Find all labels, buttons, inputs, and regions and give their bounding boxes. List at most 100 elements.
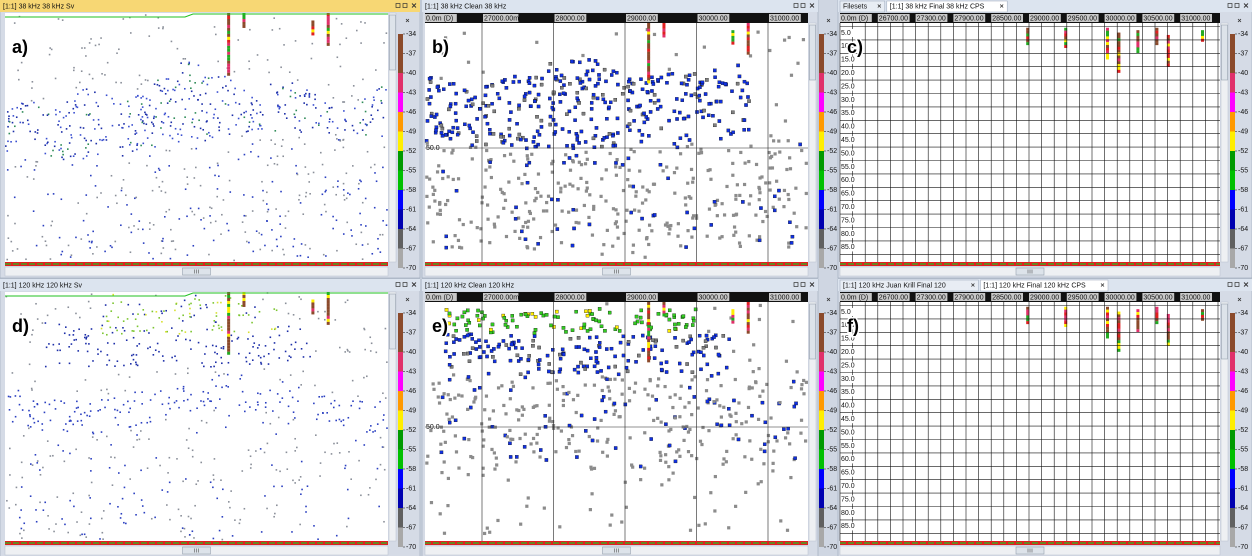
tab-close[interactable] [1100,283,1105,287]
echo-sample [656,78,660,82]
tab-close[interactable] [877,4,882,8]
v-scroll-thumb[interactable] [1221,24,1228,81]
window-restore[interactable] [800,282,806,287]
scale-close[interactable] [1237,18,1242,23]
echo-sample [309,355,311,358]
echo-sample [713,306,717,310]
v-scrollbar[interactable] [388,291,397,542]
v-scroll-thumb[interactable] [389,293,396,350]
depth-label: 75.0 [841,496,855,503]
echo-sample [688,427,692,432]
echo-sample [43,411,46,414]
echo-sample [157,79,159,82]
window-restore[interactable] [1234,282,1240,287]
window-close[interactable] [411,3,417,8]
scale-close[interactable] [826,18,831,23]
v-scroll-thumb[interactable] [809,24,816,81]
echo-sample [450,415,455,419]
echo-sample [439,76,443,80]
echo-sample [591,95,596,100]
echo-sample [352,129,355,132]
echo-sample [251,359,254,361]
window-close[interactable] [1243,3,1249,8]
echo-sample [331,120,334,123]
echo-sample [728,413,732,417]
window-restore[interactable] [1234,3,1240,8]
v-scrollbar[interactable] [388,12,397,263]
echo-sample [190,90,193,93]
echo-sample [150,121,153,124]
tab-close[interactable] [999,4,1004,8]
echo-sample [804,191,808,196]
echo-sample [96,439,98,441]
echo-sample [170,240,173,243]
echo-sample [749,144,753,148]
echo-sample [62,153,64,156]
target-streak [1155,315,1159,319]
v-scrollbar[interactable] [808,301,817,542]
echo-sample [361,244,364,246]
scale-close[interactable] [1237,297,1242,302]
window-restore[interactable] [402,282,408,287]
tab[interactable] [980,279,1109,292]
target-streak [1136,320,1140,324]
echo-sample [360,21,362,23]
window-max[interactable] [793,282,799,287]
v-scrollbar[interactable] [1220,301,1229,542]
window-close[interactable] [1243,282,1249,287]
echo-sample [243,194,245,196]
echo-sample [686,229,690,233]
target-streak [1155,30,1159,34]
echo-sample [439,131,444,135]
echo-sample [160,310,163,312]
scale-close[interactable] [405,297,410,302]
target-streak [1106,312,1109,316]
target-streak [1064,309,1068,313]
scale-close[interactable] [405,18,410,23]
tab[interactable] [839,279,979,292]
tab[interactable] [886,0,1008,13]
echo-sample [638,103,642,108]
echo-sample [209,221,212,224]
window-close[interactable] [411,282,417,287]
window-restore[interactable] [800,3,806,8]
echo-sample [589,107,594,111]
depth-label-box [840,230,858,238]
window-max[interactable] [793,3,799,8]
echo-sample [382,419,385,421]
target-streak [1064,306,1068,310]
window-close[interactable] [809,282,815,287]
echo-sample [577,141,581,145]
window-restore[interactable] [402,3,408,8]
window-max[interactable] [1227,282,1233,287]
echo-sample [503,323,508,327]
echo-sample [90,241,93,244]
tab-close[interactable] [971,283,975,287]
window-close[interactable] [809,3,815,8]
v-scroll-thumb[interactable] [809,303,816,360]
echo-sample [101,139,103,142]
v-scroll-thumb[interactable] [389,14,396,71]
echo-sample [474,145,478,149]
v-scrollbar[interactable] [1220,22,1229,263]
echo-sample [646,393,650,397]
scale-close[interactable] [826,297,831,302]
tab[interactable] [839,0,886,13]
v-scroll-thumb[interactable] [1221,303,1228,360]
echo-sample [750,457,754,461]
window-max[interactable] [395,3,401,8]
window-max[interactable] [1227,3,1233,8]
echo-sample [695,110,699,114]
echo-sample [440,395,445,400]
echo-sample [98,43,100,46]
window-max[interactable] [395,282,401,287]
echo-sample [652,93,657,97]
echo-sample [330,453,333,455]
echo-sample [76,521,78,523]
echo-sample [706,113,711,118]
echo-sample [104,304,107,306]
v-scrollbar[interactable] [808,22,817,263]
echo-sample [556,315,560,319]
echo-sample [174,127,177,130]
echo-sample [466,318,470,323]
